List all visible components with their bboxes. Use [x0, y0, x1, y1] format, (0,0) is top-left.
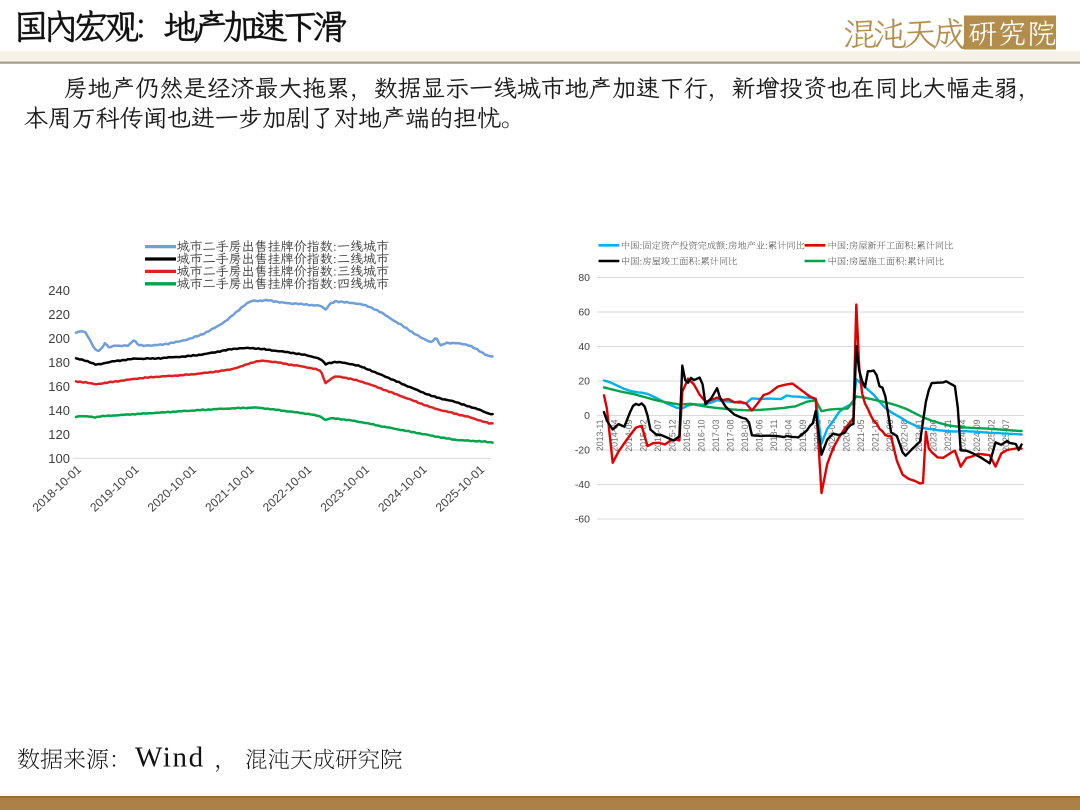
svg-text:2023-10-01: 2023-10-01 [318, 462, 373, 514]
svg-text:2022-08: 2022-08 [900, 419, 910, 451]
svg-text:2022-10-01: 2022-10-01 [260, 462, 315, 514]
svg-text:160: 160 [48, 379, 70, 394]
svg-text:Wind: Wind [135, 742, 205, 774]
svg-text:220: 220 [48, 307, 70, 322]
svg-text:40: 40 [578, 341, 590, 353]
svg-text:2024-10-01: 2024-10-01 [375, 462, 430, 514]
svg-text:2016-05: 2016-05 [682, 419, 692, 451]
svg-text:-40: -40 [575, 479, 590, 491]
svg-text:2025-02: 2025-02 [987, 419, 997, 451]
svg-text:-60: -60 [575, 514, 590, 526]
svg-text:2025-10-01: 2025-10-01 [433, 462, 488, 514]
svg-text:2023-06: 2023-06 [929, 419, 939, 451]
svg-text:240: 240 [48, 283, 70, 298]
svg-text:2016-10: 2016-10 [697, 419, 707, 451]
svg-text:2018-10-01: 2018-10-01 [30, 462, 85, 514]
svg-text:2024-09: 2024-09 [972, 419, 982, 451]
svg-text:2017-08: 2017-08 [726, 419, 736, 451]
svg-text:60: 60 [578, 307, 590, 319]
svg-text:2021-10-01: 2021-10-01 [202, 462, 257, 514]
svg-text:2020-10-01: 2020-10-01 [145, 462, 200, 514]
svg-text:2017-03: 2017-03 [711, 419, 721, 451]
svg-text:2023-11: 2023-11 [943, 419, 953, 451]
svg-text:20: 20 [578, 376, 590, 388]
svg-text:2020-12: 2020-12 [842, 419, 852, 451]
svg-text:2021-10: 2021-10 [871, 419, 881, 451]
svg-text:2019-09: 2019-09 [798, 419, 808, 451]
svg-text:2023-01: 2023-01 [914, 419, 924, 451]
svg-text:100: 100 [48, 451, 70, 466]
svg-text:200: 200 [48, 331, 70, 346]
svg-text:2013-11: 2013-11 [595, 419, 605, 451]
svg-text:2019-10-01: 2019-10-01 [87, 462, 142, 514]
svg-text:80: 80 [578, 272, 590, 284]
svg-text:2024-04: 2024-04 [958, 419, 968, 451]
svg-text:0: 0 [584, 410, 590, 422]
svg-text:-20: -20 [575, 445, 590, 457]
svg-text:120: 120 [48, 427, 70, 442]
svg-text:2018-01: 2018-01 [740, 419, 750, 451]
svg-text:180: 180 [48, 355, 70, 370]
svg-text:140: 140 [48, 403, 70, 418]
svg-text:2015-12: 2015-12 [668, 419, 678, 451]
svg-text:2021-05: 2021-05 [856, 419, 866, 451]
svg-text:2025-07: 2025-07 [1001, 419, 1011, 451]
svg-text:2014-04: 2014-04 [610, 419, 620, 451]
